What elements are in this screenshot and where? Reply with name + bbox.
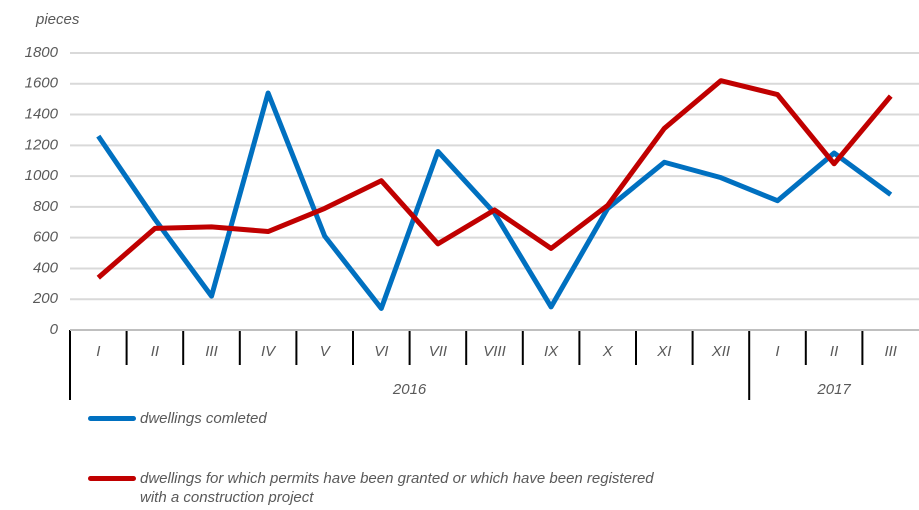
chart: pieces 0 200 400 600 800 1000 1200 1400 1600 1800… <box>25 11 919 405</box>
x-tick-label: V <box>320 343 332 360</box>
series-line <box>96 90 893 311</box>
y-axis-label: pieces <box>35 11 80 28</box>
y-tick-label: 200 <box>32 290 59 307</box>
legend-item: dwellings comleted <box>88 409 660 428</box>
x-tick-label: I <box>775 343 779 360</box>
legend-label: dwellings comleted <box>140 410 267 427</box>
y-tick-label: 1000 <box>25 167 59 184</box>
series-line <box>96 78 893 280</box>
x-tick-label: XII <box>711 343 730 360</box>
x-tick-label: I <box>96 343 100 360</box>
legend-label: dwellings for which permits have been gr… <box>140 470 654 506</box>
x-tick-label: XI <box>656 343 671 360</box>
x-tick-label: IX <box>544 343 559 360</box>
x-tick-label: II <box>151 343 159 360</box>
legend-item: dwellings for which permits have been gr… <box>88 469 660 507</box>
group-label: 2017 <box>816 381 851 398</box>
y-tick-label: 800 <box>33 198 59 215</box>
x-tick-label: II <box>830 343 838 360</box>
legend-swatch <box>88 476 136 481</box>
legend-swatch <box>88 416 136 421</box>
x-tick-label: X <box>602 343 614 360</box>
y-tick-label: 0 <box>50 321 59 338</box>
x-tick-label: III <box>884 343 897 360</box>
x-tick-label: VI <box>374 343 388 360</box>
x-tick-label: IV <box>261 343 277 360</box>
x-tick-label: III <box>205 343 218 360</box>
x-tick-label: VIII <box>483 343 506 360</box>
group-label: 2016 <box>392 381 427 398</box>
y-tick-label: 1800 <box>25 44 59 61</box>
x-tick-label: VII <box>429 343 447 360</box>
y-tick-label: 400 <box>33 259 59 276</box>
y-tick-label: 1600 <box>25 75 59 92</box>
y-tick-label: 600 <box>33 229 59 246</box>
y-tick-label: 1200 <box>25 136 59 153</box>
y-tick-label: 1400 <box>25 106 59 123</box>
